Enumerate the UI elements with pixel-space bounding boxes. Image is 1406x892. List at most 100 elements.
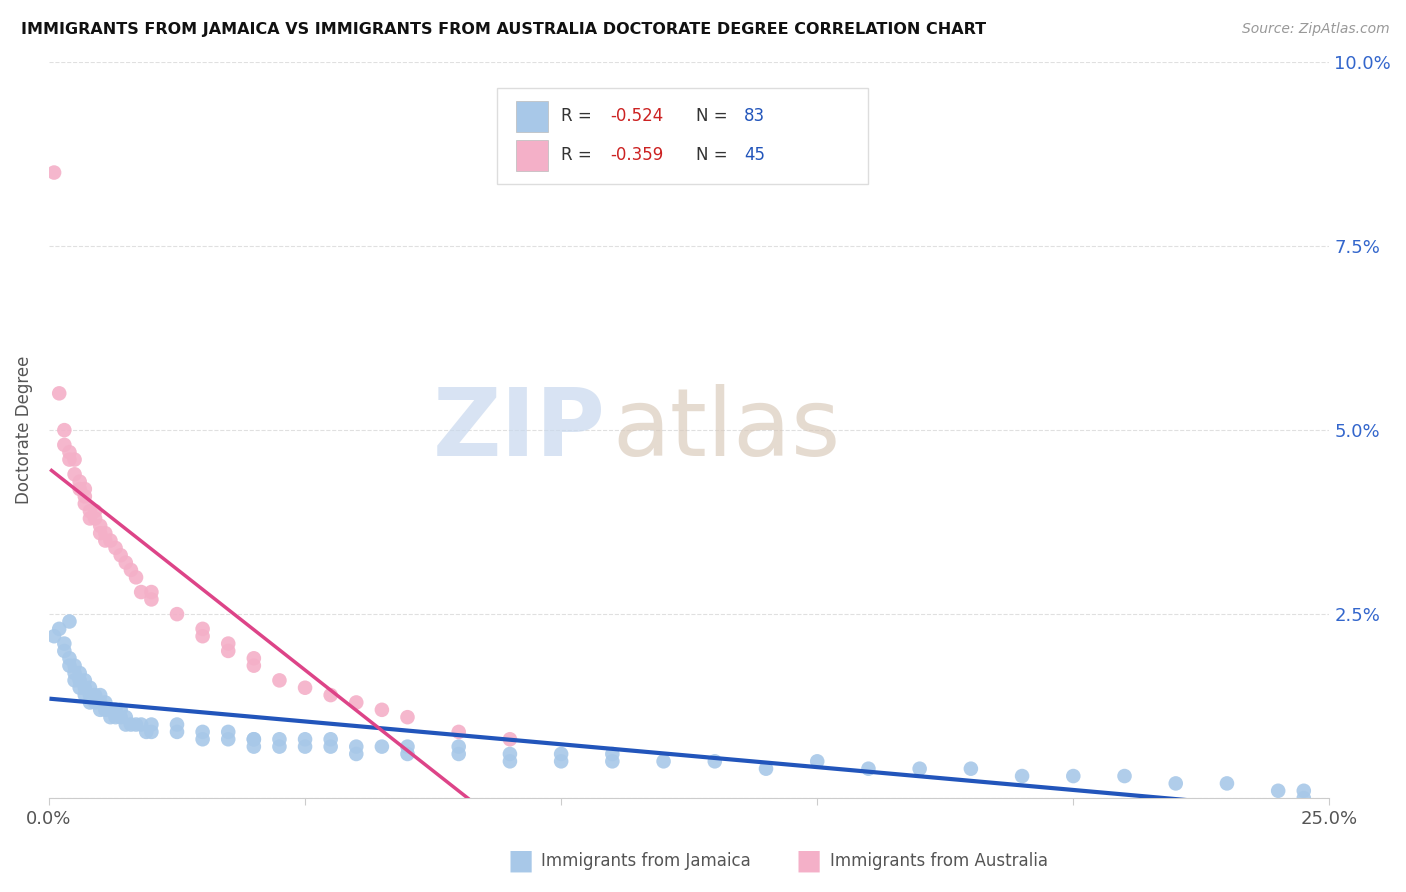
Point — [703, 755, 725, 769]
Point — [806, 755, 828, 769]
Point — [94, 533, 117, 548]
Point — [69, 475, 91, 489]
Point — [243, 658, 266, 673]
Point — [217, 725, 239, 739]
Point — [217, 636, 239, 650]
Point — [79, 681, 101, 695]
Point — [114, 710, 136, 724]
Text: IMMIGRANTS FROM JAMAICA VS IMMIGRANTS FROM AUSTRALIA DOCTORATE DEGREE CORRELATIO: IMMIGRANTS FROM JAMAICA VS IMMIGRANTS FR… — [21, 22, 986, 37]
Point — [344, 747, 367, 761]
Point — [63, 666, 86, 681]
Text: R =: R = — [561, 146, 598, 164]
Point — [100, 533, 122, 548]
Point — [371, 703, 394, 717]
Point — [114, 717, 136, 731]
Point — [269, 739, 291, 754]
Point — [243, 651, 266, 665]
Point — [129, 585, 152, 599]
Point — [141, 725, 163, 739]
Point — [42, 165, 65, 179]
Point — [104, 703, 127, 717]
Point — [73, 489, 96, 503]
Point — [120, 563, 142, 577]
Text: Immigrants from Jamaica: Immigrants from Jamaica — [541, 852, 751, 870]
Point — [89, 518, 111, 533]
Point — [84, 688, 107, 702]
Point — [104, 710, 127, 724]
Point — [84, 696, 107, 710]
Point — [447, 725, 470, 739]
Text: -0.524: -0.524 — [610, 107, 664, 125]
Point — [243, 739, 266, 754]
Point — [269, 673, 291, 688]
Point — [319, 688, 342, 702]
Text: ZIP: ZIP — [433, 384, 606, 476]
Point — [73, 673, 96, 688]
Point — [69, 482, 91, 496]
Text: ■: ■ — [508, 847, 533, 875]
Point — [94, 526, 117, 541]
Point — [129, 717, 152, 731]
Point — [166, 717, 188, 731]
Point — [94, 703, 117, 717]
Point — [447, 739, 470, 754]
Point — [1292, 784, 1315, 798]
Point — [89, 688, 111, 702]
Point — [53, 644, 76, 658]
Bar — [516, 101, 548, 132]
Point — [79, 696, 101, 710]
Point — [1164, 776, 1187, 790]
Text: Source: ZipAtlas.com: Source: ZipAtlas.com — [1241, 22, 1389, 37]
Point — [100, 710, 122, 724]
Point — [63, 658, 86, 673]
Point — [344, 739, 367, 754]
Point — [84, 511, 107, 525]
Point — [371, 739, 394, 754]
Point — [110, 548, 132, 562]
Text: N =: N = — [696, 146, 733, 164]
Point — [141, 592, 163, 607]
Point — [1267, 784, 1289, 798]
Point — [166, 725, 188, 739]
Point — [104, 541, 127, 555]
Point — [294, 681, 316, 695]
Point — [69, 666, 91, 681]
Point — [243, 732, 266, 747]
Point — [319, 732, 342, 747]
Text: R =: R = — [561, 107, 598, 125]
Point — [652, 755, 675, 769]
Point — [110, 710, 132, 724]
Point — [191, 622, 214, 636]
Text: Immigrants from Australia: Immigrants from Australia — [830, 852, 1047, 870]
Point — [73, 482, 96, 496]
Text: 45: 45 — [744, 146, 765, 164]
Point — [191, 732, 214, 747]
Point — [243, 732, 266, 747]
Point — [135, 725, 157, 739]
Point — [602, 747, 624, 761]
Point — [499, 747, 522, 761]
Point — [63, 452, 86, 467]
Point — [1216, 776, 1239, 790]
Point — [1011, 769, 1033, 783]
Point — [125, 717, 148, 731]
Point — [89, 703, 111, 717]
Point — [53, 636, 76, 650]
Point — [191, 629, 214, 643]
Point — [79, 511, 101, 525]
Point — [94, 696, 117, 710]
Point — [447, 747, 470, 761]
Point — [550, 755, 572, 769]
Text: ■: ■ — [796, 847, 821, 875]
Point — [294, 732, 316, 747]
Point — [319, 739, 342, 754]
Point — [1062, 769, 1084, 783]
Point — [602, 755, 624, 769]
Point — [58, 445, 80, 459]
Point — [48, 622, 70, 636]
Point — [114, 556, 136, 570]
Point — [58, 615, 80, 629]
Point — [294, 739, 316, 754]
Text: 83: 83 — [744, 107, 765, 125]
Text: -0.359: -0.359 — [610, 146, 664, 164]
